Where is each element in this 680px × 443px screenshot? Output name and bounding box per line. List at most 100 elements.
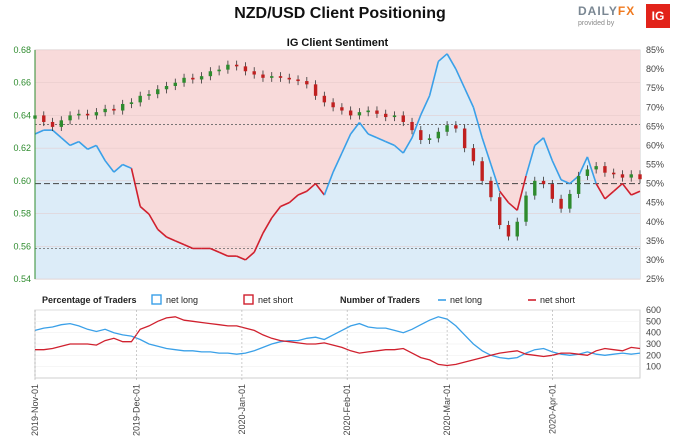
sentiment-line-segment <box>244 251 255 261</box>
sentiment-line-segment <box>437 53 448 63</box>
sentiment-line-segment <box>69 140 80 147</box>
candle-body <box>94 112 99 116</box>
traders-net-long-line <box>34 316 641 360</box>
candle-body <box>85 113 90 116</box>
candle-body <box>278 76 283 78</box>
sentiment-line-segment <box>367 133 378 139</box>
legend-num-title: Number of Traders <box>340 295 420 305</box>
sentiment-line-segment <box>350 122 361 135</box>
sentiment-line-segment <box>297 190 308 196</box>
net-short-region <box>35 50 640 260</box>
sentiment-line-segment <box>280 201 290 208</box>
percent-tick-label: 65% <box>646 121 664 131</box>
candle-body <box>471 148 476 162</box>
percent-tick-label: 55% <box>646 160 664 170</box>
candle-body <box>226 64 230 70</box>
traders-tick-label: 300 <box>646 339 661 349</box>
candle-body <box>550 184 555 199</box>
sentiment-line-segment <box>174 240 185 246</box>
sentiment-line-segment <box>490 164 501 192</box>
price-tick-label: 0.62 <box>13 143 31 153</box>
sentiment-line-segment <box>288 194 299 204</box>
sentiment-line-segment <box>78 140 89 150</box>
candle-body <box>419 130 423 140</box>
x-tick-label: 2019-Dec-01 <box>132 384 142 436</box>
sentiment-line-segment <box>314 183 325 196</box>
candle-body <box>629 174 633 178</box>
candle-body <box>103 108 107 113</box>
candle-body <box>287 77 291 80</box>
candle-body <box>568 193 572 209</box>
candle-body <box>164 85 169 90</box>
sentiment-line-segment <box>472 107 483 139</box>
sentiment-line-segment <box>157 228 168 238</box>
sentiment-line-segment <box>253 232 264 253</box>
percent-tick-label: 35% <box>646 236 664 246</box>
sentiment-line-segment <box>376 137 387 143</box>
sentiment-line-segment <box>542 137 554 161</box>
candle-body <box>243 66 248 72</box>
price-tick-label: 0.60 <box>13 176 31 186</box>
candle-body <box>436 131 441 139</box>
candle-body <box>156 89 160 95</box>
percent-tick-label: 45% <box>646 198 664 208</box>
legend-pct-long-swatch <box>151 294 162 305</box>
legend-pct-short-label: net short <box>258 295 294 305</box>
candle-body <box>541 180 546 185</box>
chart-title: NZD/USD Client Positioning <box>234 5 446 22</box>
sentiment-line-segment <box>332 152 343 173</box>
sentiment-line-segment <box>122 163 132 170</box>
traders-tick-label: 500 <box>646 316 661 326</box>
sentiment-line-segment <box>148 213 159 230</box>
candle-body <box>199 76 204 80</box>
percent-tick-label: 30% <box>646 255 664 265</box>
sentiment-line-segment <box>577 156 589 177</box>
legend-num-long-label: net long <box>450 295 482 305</box>
candle-body <box>462 128 467 149</box>
candle-body <box>506 225 511 237</box>
traders-tick-label: 200 <box>646 350 661 360</box>
sentiment-line-segment <box>236 255 246 261</box>
dailyfx-logo: DAILYFX provided by IG <box>578 4 670 34</box>
price-tick-label: 0.56 <box>13 241 31 251</box>
sentiment-line-segment <box>507 202 518 211</box>
candle-body <box>576 175 581 194</box>
candle-body <box>173 82 177 86</box>
candle-body <box>217 69 221 72</box>
traders-tick-label: 100 <box>646 362 661 372</box>
candle-body <box>182 77 186 83</box>
candle-body <box>515 221 519 237</box>
sentiment-line-segment <box>60 137 71 147</box>
sentiment-line-segment <box>130 168 141 207</box>
candle-body <box>594 166 598 170</box>
candle-body <box>392 115 397 118</box>
sentiment-line-segment <box>455 68 466 89</box>
sentiment-line-segment <box>534 137 545 147</box>
candle-body <box>42 115 46 122</box>
candle-body <box>366 110 370 113</box>
candle-body <box>524 195 528 222</box>
sentiment-line-segment <box>393 144 404 154</box>
percent-tick-label: 70% <box>646 102 664 112</box>
price-tick-label: 0.66 <box>13 78 31 88</box>
candle-body <box>585 169 590 176</box>
x-tick-label: 2019-Nov-01 <box>30 384 40 436</box>
sentiment-line-segment <box>630 190 641 196</box>
sentiment-line-segment <box>210 247 220 254</box>
price-tick-label: 0.68 <box>13 45 31 55</box>
percent-tick-label: 80% <box>646 64 664 74</box>
candle-body <box>559 198 563 209</box>
sentiment-line-segment <box>95 145 106 162</box>
sentiment-line-segment <box>306 182 317 192</box>
candle-body <box>147 94 151 96</box>
legend-pct-short-swatch <box>243 294 254 305</box>
candle-body <box>384 113 388 118</box>
sentiment-line-segment <box>560 179 571 185</box>
sentiment-line-segment <box>341 133 352 154</box>
candle-body <box>234 64 239 67</box>
ig-logo-icon: IG <box>646 4 670 28</box>
price-tick-label: 0.54 <box>13 274 31 284</box>
x-tick-label: 2020-Feb-01 <box>342 384 352 436</box>
sentiment-line-segment <box>551 160 562 181</box>
